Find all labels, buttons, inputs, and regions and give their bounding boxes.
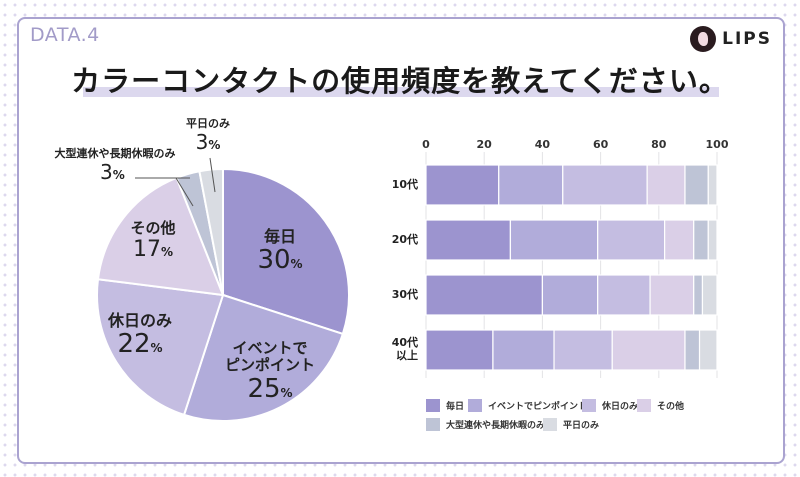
bar-segment <box>693 219 709 261</box>
slice-name: イベントで <box>232 339 308 357</box>
x-tick-label: 0 <box>422 138 430 151</box>
pie-slice <box>96 278 225 417</box>
slice-value: 22 <box>117 329 151 360</box>
slice-name: 毎日 <box>263 227 296 246</box>
legend-swatch <box>637 399 651 412</box>
legend-swatch <box>426 418 440 431</box>
bar-segment <box>684 329 701 371</box>
legend-item: 大型連休や長期休暇のみ <box>426 418 545 431</box>
legend-label: イベントでピンポイント <box>488 402 588 412</box>
page-title: カラーコンタクトの使用頻度を教えてください。 <box>71 64 729 98</box>
legend-item: 毎日 <box>426 399 464 412</box>
bar-segment <box>649 274 695 316</box>
lips-logo-icon <box>690 26 717 52</box>
slice-unit: % <box>112 167 125 182</box>
x-tick-label: 60 <box>593 138 609 151</box>
pie-label-event: イベントで ピンポイント 25% <box>205 339 335 404</box>
bar-segment <box>646 164 686 206</box>
bar-segment <box>664 219 695 261</box>
slice-value: 25 <box>247 373 281 404</box>
bar-segment <box>425 329 494 371</box>
slice-name-line2: ピンポイント <box>224 356 315 375</box>
pie-label-long-vacation: 大型連休や長期休暇のみ 3% <box>40 147 190 184</box>
legend-label: 平日のみ <box>563 421 600 431</box>
slice-name: 大型連休や長期休暇のみ <box>54 147 176 160</box>
slice-unit: % <box>208 137 221 152</box>
pie-slice <box>96 176 225 297</box>
bar-segment <box>698 329 718 371</box>
legend-label: 休日のみ <box>602 402 639 412</box>
bar-segment <box>611 329 686 371</box>
bar-segment <box>597 274 651 316</box>
slice-value: 30 <box>257 245 291 276</box>
bar-segment <box>701 274 718 316</box>
x-tick-label: 40 <box>535 138 551 151</box>
leader-line <box>175 177 194 207</box>
pie-label-weekday: 平日のみ 3% <box>178 117 238 154</box>
bar-segment <box>707 219 718 261</box>
slice-unit: % <box>280 385 293 400</box>
bar-segment <box>492 329 555 371</box>
legend-label: その他 <box>657 402 685 412</box>
slice-unit: % <box>160 245 174 260</box>
bar-segment <box>597 219 666 261</box>
slice-value: 3 <box>195 129 209 154</box>
slice-value: 3 <box>100 159 113 184</box>
logo-text: LIPS <box>722 29 772 49</box>
title-underline <box>83 87 719 97</box>
slice-name: 休日のみ <box>107 311 172 330</box>
slice-name: 平日のみ <box>186 117 230 130</box>
bar-segment <box>541 274 599 316</box>
legend-item: 休日のみ <box>582 399 638 412</box>
bar-segment <box>693 274 704 316</box>
x-tick-label: 20 <box>477 138 493 151</box>
data-number-label: DATA.4 <box>30 24 100 46</box>
slice-unit: % <box>150 341 163 356</box>
legend-label: 大型連休や長期休暇のみ <box>446 421 546 431</box>
category-label: 30代 <box>391 287 418 301</box>
legend-swatch <box>582 399 596 412</box>
bar-segment <box>425 274 544 316</box>
pie-label-holiday: 休日のみ 22% <box>100 311 180 360</box>
bar-segment <box>425 164 500 206</box>
bar-segment <box>509 219 599 261</box>
pie-slice <box>198 167 224 296</box>
category-label: 10代 <box>391 177 418 191</box>
legend-swatch <box>468 399 482 412</box>
pie-slice <box>182 293 345 422</box>
lips-logo: LIPS <box>690 26 772 52</box>
bar-segment <box>553 329 613 371</box>
pie-label-other: その他 17% <box>118 219 188 263</box>
bar-segment <box>562 164 648 206</box>
slice-value: 17 <box>132 237 161 263</box>
slice-unit: % <box>290 257 303 272</box>
bar-segment <box>425 219 511 261</box>
x-tick-label: 100 <box>706 138 729 151</box>
legend-swatch <box>426 399 440 412</box>
legend-swatch <box>543 418 557 431</box>
slice-name: その他 <box>130 219 176 237</box>
bar-segment <box>498 164 564 206</box>
category-label: 20代 <box>391 232 418 246</box>
legend-item: 平日のみ <box>543 418 599 431</box>
legend-label: 毎日 <box>446 402 465 412</box>
pie-slice <box>222 167 350 336</box>
bar-segment <box>707 164 718 206</box>
legend-item: イベントでピンポイント <box>468 399 587 412</box>
category-label: 40代 以上 <box>391 336 418 362</box>
bar-segment <box>684 164 709 206</box>
leader-line <box>209 157 216 193</box>
pie-label-mainichi: 毎日 30% <box>250 227 310 276</box>
x-tick-label: 80 <box>651 138 667 151</box>
legend-item: その他 <box>637 399 684 412</box>
